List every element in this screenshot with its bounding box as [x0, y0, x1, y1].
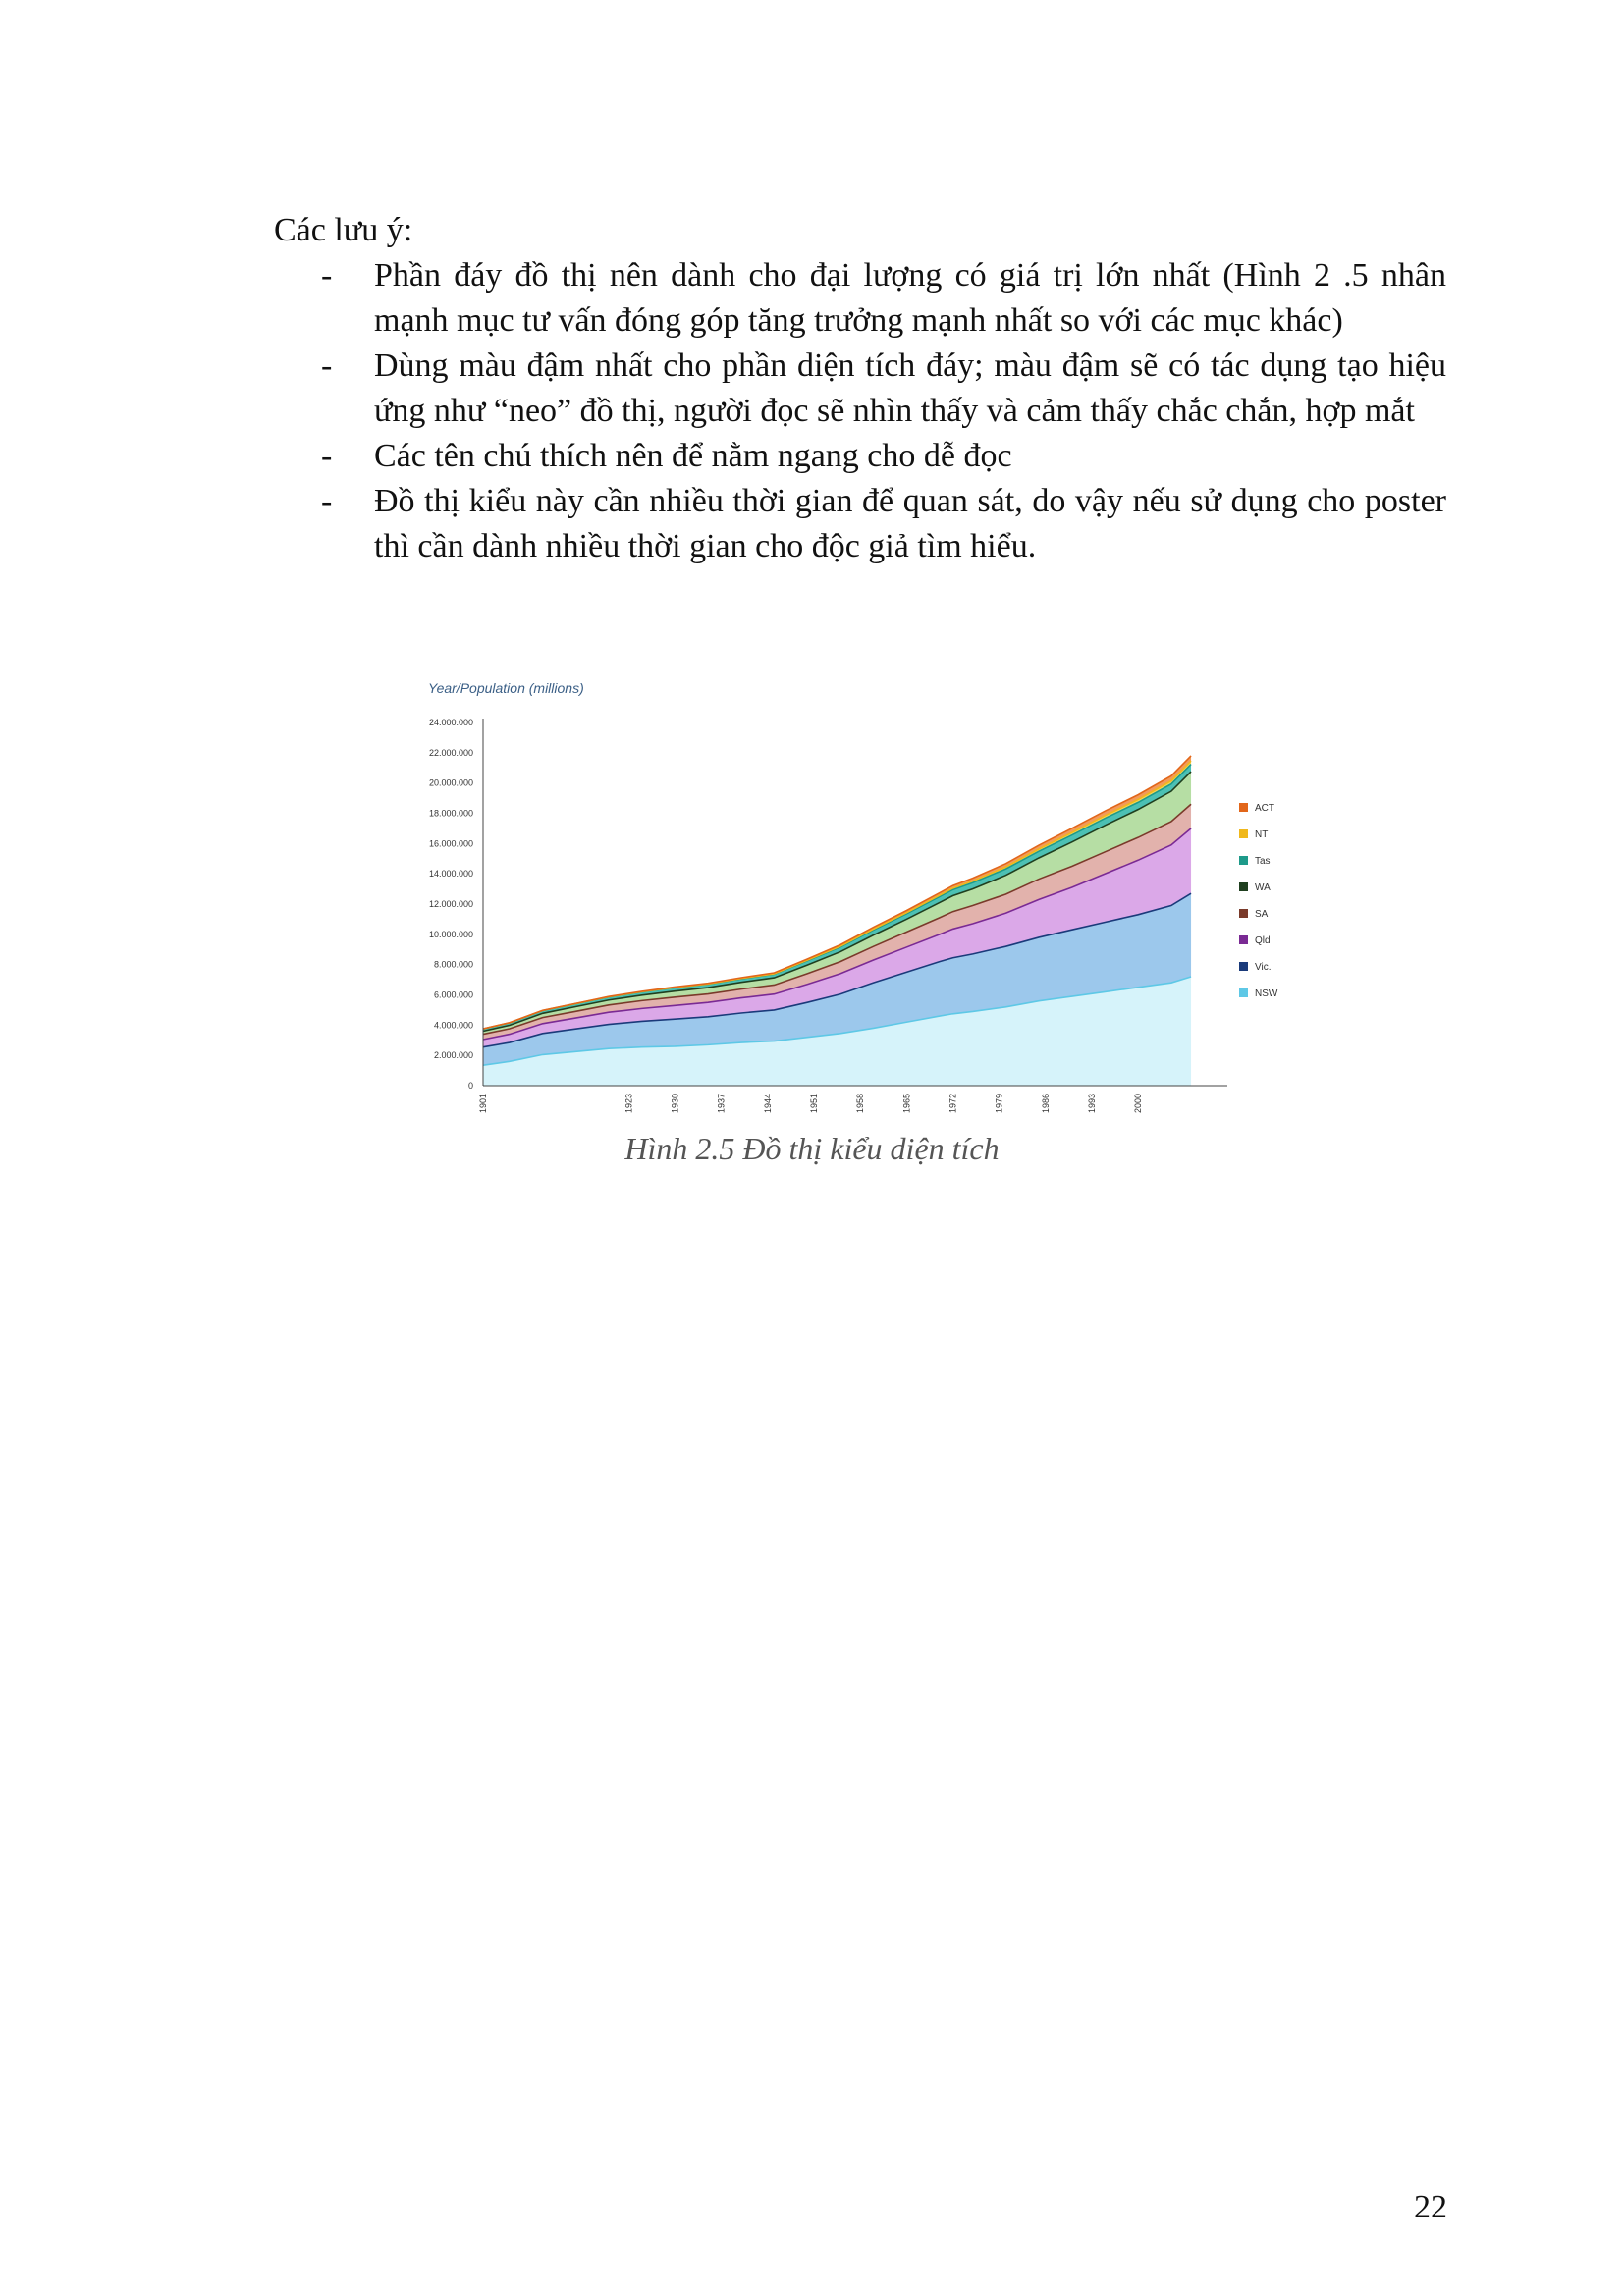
line-sa	[482, 803, 1192, 1036]
bullet-marker: -	[321, 483, 333, 519]
chart-lines	[482, 755, 1192, 1066]
chart-title: Year/Population (millions)	[428, 680, 584, 696]
y-tick-label: 12.000.000	[429, 899, 473, 909]
y-tick-label: 14.000.000	[429, 869, 473, 879]
x-tick-label: 1930	[670, 1094, 679, 1113]
legend-swatch	[1239, 803, 1248, 812]
legend-swatch	[1239, 935, 1248, 944]
legend-label: Vic.	[1255, 962, 1272, 973]
x-tick-label: 1965	[901, 1094, 911, 1113]
line-vic	[482, 892, 1192, 1048]
x-tick-label: 1958	[855, 1094, 865, 1113]
x-tick-label: 1993	[1087, 1094, 1097, 1113]
y-tick-label: 4.000.000	[434, 1020, 473, 1030]
legend-label: WA	[1255, 882, 1271, 893]
y-tick-label: 18.000.000	[429, 809, 473, 819]
y-tick-label: 22.000.000	[429, 748, 473, 758]
x-tick-label: 1986	[1041, 1094, 1051, 1113]
y-tick-label: 0	[468, 1081, 473, 1091]
legend-swatch	[1239, 856, 1248, 865]
line-qld	[482, 828, 1192, 1041]
x-tick-label: 1972	[947, 1094, 957, 1113]
chart-areas	[483, 755, 1192, 1086]
legend-swatch	[1239, 909, 1248, 918]
bullet-text: Các tên chú thích nên để nằm ngang cho d…	[374, 438, 1012, 474]
y-tick-labels: 0 2.000.000 4.000.000 6.000.000 8.000.000 10.…	[429, 718, 473, 1091]
y-tick-label: 8.000.000	[434, 960, 473, 970]
bullet-marker: -	[321, 257, 333, 294]
area-vic	[483, 893, 1192, 1066]
legend-label: SA	[1255, 909, 1269, 920]
intro-text: Các lưu ý:	[274, 212, 413, 248]
line-nsw	[482, 976, 1192, 1066]
bullet-item: - Các tên chú thích nên để nằm ngang cho …	[274, 434, 1446, 479]
x-tick-labels: 1901 1923 1930 1937 1944 1951 1958 1965 1972 1979…	[478, 1094, 1143, 1113]
y-tick-label: 2.000.000	[434, 1050, 473, 1060]
line-act	[482, 755, 1192, 1030]
legend-label: Qld	[1255, 935, 1271, 946]
figure-caption: Hình 2.5 Đồ thị kiểu diện tích	[624, 1131, 1000, 1166]
page-number: 22	[1414, 2189, 1447, 2225]
legend-swatch	[1239, 988, 1248, 997]
bullet-text: Phần đáy đồ thị nên dành cho đại lượng c…	[374, 257, 1446, 339]
legend-label: NT	[1255, 829, 1268, 840]
chart-legend: ACT NT Tas WA SA Qld Vic. NSW	[1239, 803, 1278, 999]
legend-swatch	[1239, 962, 1248, 971]
bullet-item: - Phần đáy đồ thị nên dành cho đại lượng …	[274, 253, 1446, 344]
stacked-area-chart: Year/Population (millions) 0 2.000.000 4.0…	[412, 675, 1296, 1137]
y-tick-label: 16.000.000	[429, 838, 473, 848]
y-tick-label: 20.000.000	[429, 778, 473, 788]
legend-label: NSW	[1255, 988, 1278, 999]
x-tick-label: 1923	[623, 1094, 633, 1113]
bullet-text: Đồ thị kiểu này cần nhiều thời gian để q…	[374, 483, 1446, 564]
x-tick-label: 2000	[1133, 1094, 1143, 1113]
line-wa	[482, 771, 1192, 1033]
area-qld	[483, 828, 1192, 1047]
x-tick-label: 1944	[763, 1094, 773, 1113]
bullet-item: - Đồ thị kiểu này cần nhiều thời gian để …	[274, 479, 1446, 569]
legend-swatch	[1239, 882, 1248, 891]
x-tick-label: 1951	[809, 1094, 819, 1113]
y-tick-label: 6.000.000	[434, 990, 473, 1000]
chart-axes	[482, 719, 1227, 1087]
x-tick-label: 1901	[478, 1094, 488, 1113]
legend-label: ACT	[1255, 803, 1274, 814]
y-tick-label: 24.000.000	[429, 718, 473, 727]
legend-swatch	[1239, 829, 1248, 838]
bullet-marker: -	[321, 438, 333, 474]
bullet-text: Dùng màu đậm nhất cho phần diện tích đáy…	[374, 347, 1446, 429]
area-nsw	[483, 977, 1192, 1086]
bullet-list: - Phần đáy đồ thị nên dành cho đại lượng …	[274, 253, 1446, 569]
chart-svg: Year/Population (millions) 0 2.000.000 4.0…	[428, 680, 1278, 1113]
bullet-item: - Dùng màu đậm nhất cho phần diện tích đá…	[274, 344, 1446, 434]
x-tick-label: 1979	[995, 1094, 1004, 1113]
y-tick-label: 10.000.000	[429, 930, 473, 939]
bullet-marker: -	[321, 347, 333, 384]
legend-label: Tas	[1255, 856, 1271, 867]
x-tick-label: 1937	[717, 1094, 727, 1113]
